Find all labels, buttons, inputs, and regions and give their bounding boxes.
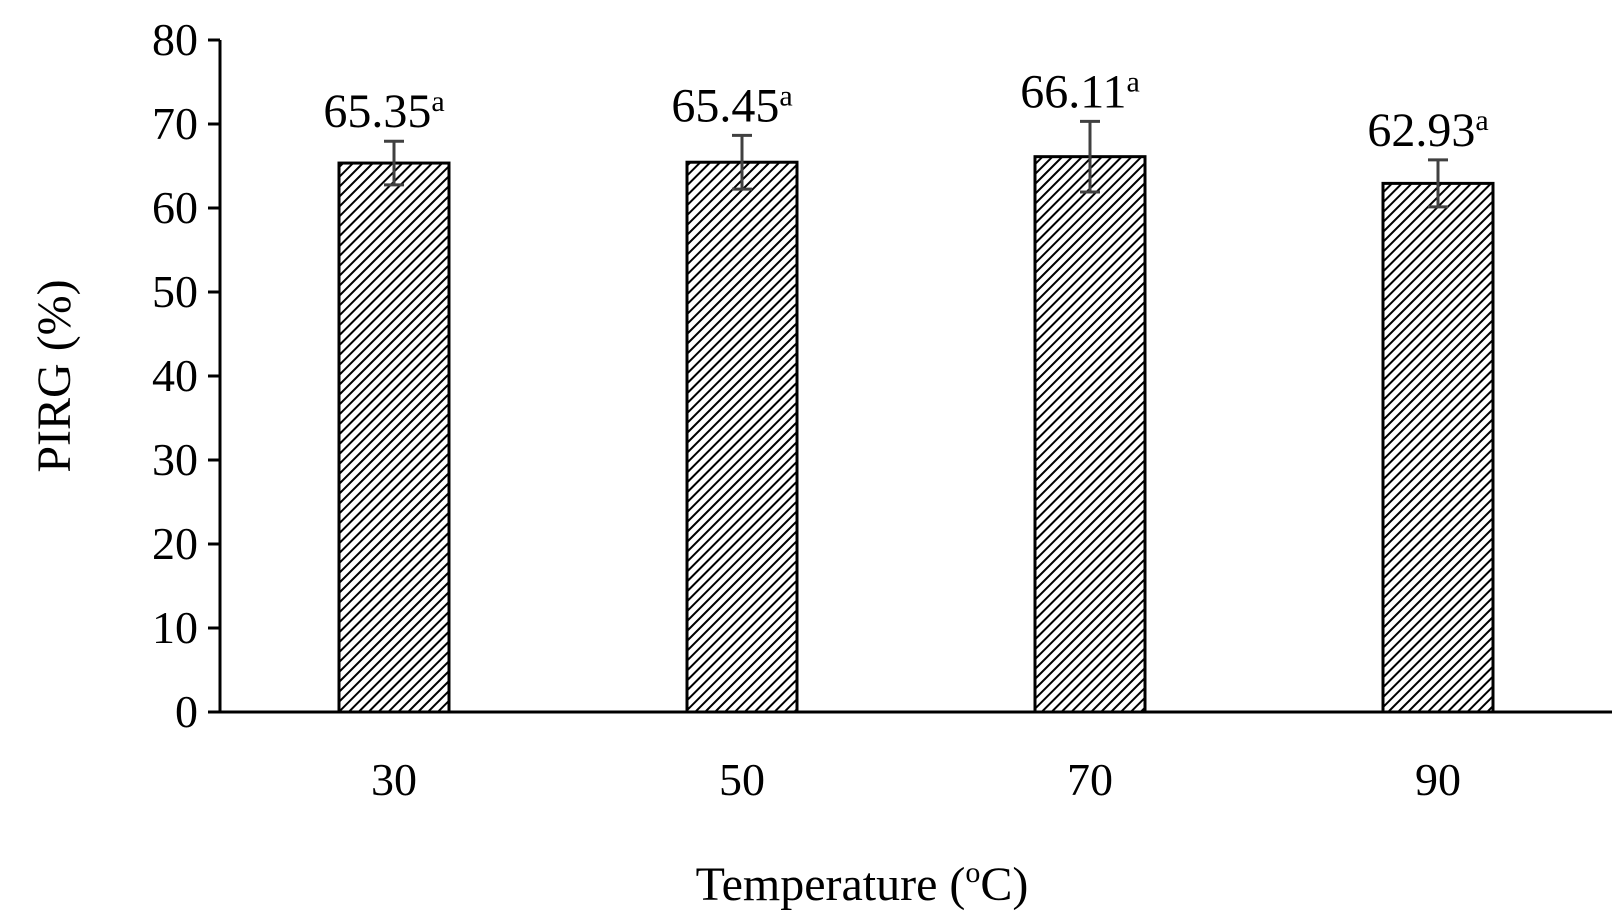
error-bar-30 (384, 139, 404, 187)
y-axis-ticks: 0 10 20 30 40 50 60 70 80 (152, 14, 220, 737)
x-axis-title-text: Temperature ( (696, 858, 966, 911)
y-tick-label: 40 (152, 350, 198, 401)
y-tick-label: 0 (175, 686, 198, 737)
data-label-70: 66.11a (1020, 65, 1140, 118)
error-bars (384, 119, 1448, 209)
bars (337, 155, 1495, 714)
x-tick-label-90: 90 (1415, 754, 1461, 805)
error-bar-90 (1428, 158, 1448, 209)
data-label-50: 65.45a (671, 79, 792, 132)
bar-90 (1381, 181, 1495, 714)
y-tick-label: 70 (152, 98, 198, 149)
x-axis-categories: 30 50 70 90 (371, 754, 1461, 805)
bar-70 (1033, 155, 1147, 714)
y-tick-label: 50 (152, 266, 198, 317)
error-bar-50 (732, 133, 752, 191)
y-tick-label: 60 (152, 182, 198, 233)
y-tick-label: 30 (152, 434, 198, 485)
x-axis-title-superscript: o (965, 856, 980, 889)
y-axis-title: PIRG (%) (28, 279, 81, 472)
x-tick-label-70: 70 (1067, 754, 1113, 805)
error-bar-70 (1080, 119, 1100, 194)
y-tick-label: 80 (152, 14, 198, 65)
x-axis-title-unit: C) (980, 858, 1028, 911)
x-tick-label-30: 30 (371, 754, 417, 805)
bar-30 (337, 161, 451, 714)
data-label-90: 62.93a (1367, 104, 1488, 157)
x-tick-label-50: 50 (719, 754, 765, 805)
data-label-30: 65.35a (323, 85, 444, 138)
data-labels: 65.35a 65.45a 66.11a 62.93a (323, 65, 1488, 156)
y-tick-label: 10 (152, 602, 198, 653)
bar-50 (685, 160, 799, 714)
x-axis-title: Temperature (oC) (696, 856, 1029, 911)
y-tick-label: 20 (152, 518, 198, 569)
